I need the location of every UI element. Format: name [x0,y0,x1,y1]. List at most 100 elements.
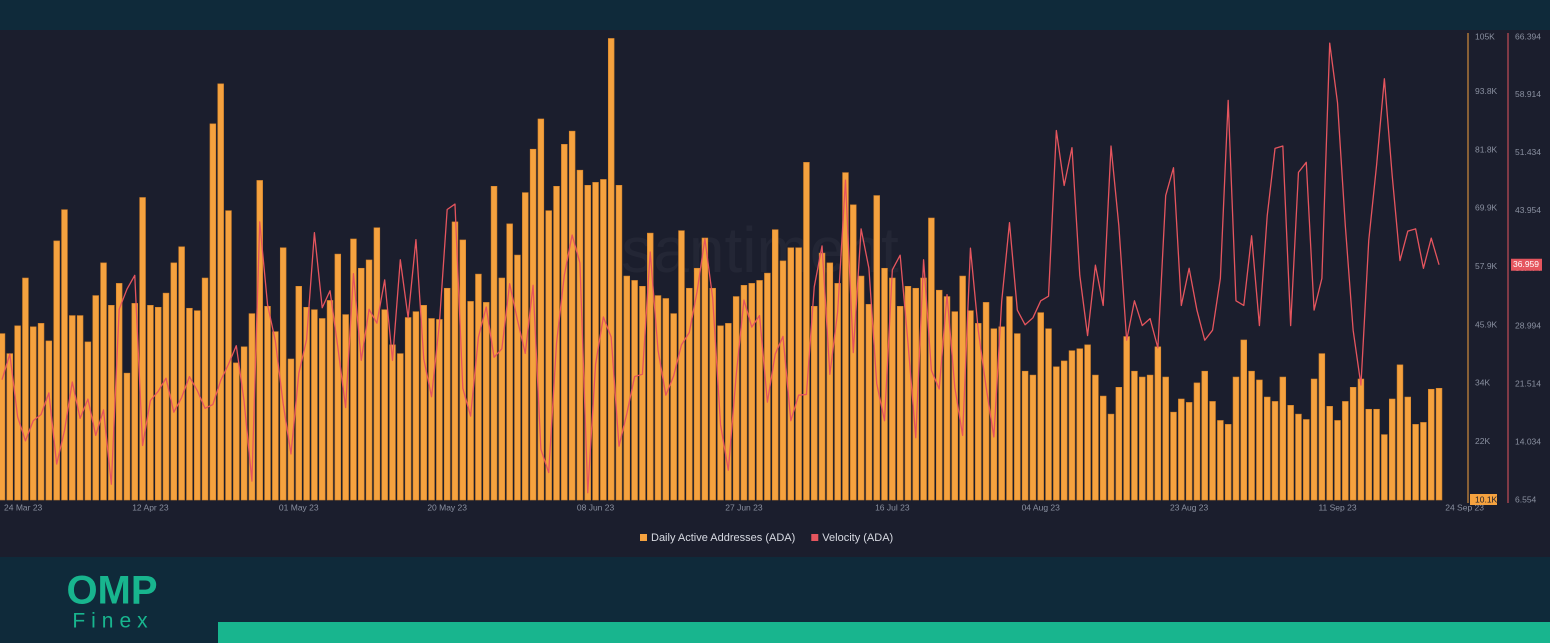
bar [108,305,115,501]
bar [654,295,662,501]
bar [686,287,693,501]
bar [1428,388,1435,501]
bar [1404,396,1412,501]
bar [756,280,763,501]
y-tick-label: 105K [1475,31,1495,41]
bar [350,238,357,501]
bar-series [0,38,1443,501]
bar [1193,382,1201,501]
bar [1420,422,1427,501]
current-value-label: 36.959 [1513,259,1539,269]
bar [131,303,138,501]
bar [1162,376,1169,501]
bar [529,148,537,501]
y-tick-label: 93.8K [1475,86,1498,96]
bar [467,301,474,501]
bar [217,83,224,501]
bar [631,280,638,501]
bar [717,325,724,501]
bar [412,311,420,501]
bar [1318,353,1326,501]
y-tick-label: 34K [1475,378,1490,388]
bar [1256,379,1263,501]
x-tick-label: 11 Sep 23 [1318,502,1356,512]
bar [1076,348,1083,501]
bar [1029,374,1037,501]
bar [709,287,716,501]
bar [639,286,646,501]
bar [1115,386,1123,501]
bar [1295,413,1302,501]
bar [162,292,170,501]
bar [1349,386,1357,501]
bar [178,246,185,501]
footer-bar [218,622,1550,643]
x-tick-label: 24 Mar 23 [4,502,43,512]
bar [61,209,68,501]
bar [1334,420,1341,501]
bar [1388,398,1396,501]
bar [334,253,342,501]
y-tick-label: 22K [1475,436,1490,446]
bar [748,283,755,501]
bar [389,344,396,501]
bar [53,240,60,501]
bar [397,353,404,501]
legend-swatch [640,534,647,541]
bar [943,296,951,501]
y2-tick-label: 58.914 [1515,89,1541,99]
bar [483,302,490,501]
bar [498,277,506,501]
bar [1303,419,1310,501]
bar [1068,350,1076,501]
bar [811,306,818,501]
bar [615,185,623,501]
bar [865,304,873,501]
bar [998,326,1005,501]
bar [537,118,545,501]
watermark: santiment [621,214,899,286]
bar [420,305,427,501]
bar [381,309,388,501]
bar [1357,378,1365,501]
bar [771,229,779,501]
bar [225,210,232,501]
bar [935,289,943,501]
bar [139,197,146,501]
bar [834,283,841,501]
logo-subtitle: Finex [72,610,153,633]
x-tick-label: 20 May 23 [427,502,467,512]
y-tick-label: 10.1K [1475,494,1498,504]
y2-tick-label: 66.394 [1515,31,1541,41]
bar [1412,424,1419,501]
bar [69,315,76,501]
bar [100,262,107,501]
bar [732,296,740,501]
bar [272,331,279,501]
bar [678,230,685,501]
bar [842,172,849,501]
bar [451,221,459,501]
bar [1100,395,1107,501]
bar [967,310,974,501]
bar [1014,333,1021,501]
bar [1264,396,1271,501]
bar [584,185,591,501]
bar [1154,346,1162,501]
bar [1326,406,1333,501]
bar [311,309,318,501]
bar [1185,402,1193,501]
bar [123,372,131,501]
x-tick-label: 23 Aug 23 [1170,502,1209,512]
bar [600,179,607,501]
bar [795,247,802,501]
bar [545,210,552,501]
legend-label: Daily Active Addresses (ADA) [651,532,795,544]
bar [256,180,263,501]
bar [1279,376,1287,501]
bar [693,267,701,501]
bar [826,262,834,501]
bar [1123,336,1130,501]
bar [1217,420,1224,501]
y2-tick-label: 28.994 [1515,321,1541,331]
